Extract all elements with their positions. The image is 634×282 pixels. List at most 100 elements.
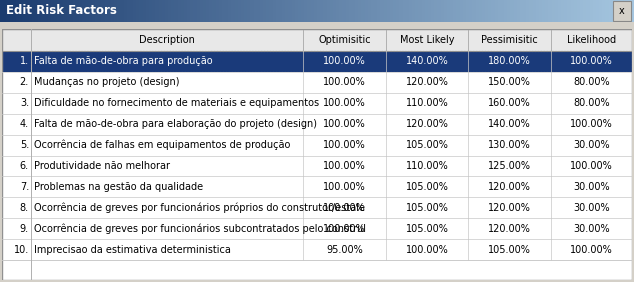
Text: 10.: 10. [14, 244, 29, 255]
Text: Most Likely: Most Likely [399, 35, 454, 45]
Bar [2, 197, 632, 218]
Text: 110.00%: 110.00% [406, 98, 448, 108]
Bar [0, 0, 4, 22]
Bar [288, 0, 293, 22]
Bar [101, 0, 106, 22]
Bar [35, 0, 39, 22]
Bar [133, 0, 138, 22]
Bar [431, 0, 436, 22]
Text: 125.00%: 125.00% [488, 161, 531, 171]
Text: 4.: 4. [20, 119, 29, 129]
Bar [231, 0, 236, 22]
Bar [279, 0, 283, 22]
Text: 100.00%: 100.00% [323, 182, 366, 192]
Text: 160.00%: 160.00% [488, 98, 531, 108]
Bar [244, 0, 249, 22]
Bar [355, 0, 359, 22]
Bar [418, 0, 423, 22]
Bar [158, 0, 163, 22]
Bar [143, 0, 147, 22]
Bar [19, 0, 23, 22]
Bar [82, 0, 87, 22]
Text: 2.: 2. [20, 77, 29, 87]
Text: 100.00%: 100.00% [323, 56, 366, 67]
Bar [307, 0, 312, 22]
Text: 105.00%: 105.00% [406, 203, 448, 213]
Bar [574, 0, 578, 22]
Bar [273, 0, 277, 22]
Bar [618, 0, 623, 22]
Bar [155, 0, 160, 22]
Bar [269, 0, 274, 22]
Text: 100.00%: 100.00% [570, 56, 612, 67]
Bar [254, 0, 258, 22]
Bar [409, 0, 413, 22]
Text: 7.: 7. [20, 182, 29, 192]
Bar [488, 0, 493, 22]
Bar [491, 0, 496, 22]
Text: 30.00%: 30.00% [573, 203, 610, 213]
Text: 80.00%: 80.00% [573, 98, 610, 108]
Bar [301, 0, 306, 22]
Text: Edit Risk Factors: Edit Risk Factors [6, 5, 117, 17]
Bar [613, 1, 631, 21]
Bar [2, 114, 632, 135]
Bar [609, 0, 613, 22]
Bar [2, 177, 632, 197]
Bar [393, 0, 398, 22]
Text: Optimisitic: Optimisitic [318, 35, 371, 45]
Bar [586, 0, 591, 22]
Bar [482, 0, 486, 22]
Bar [434, 0, 439, 22]
Bar [60, 0, 65, 22]
Text: 100.00%: 100.00% [570, 119, 612, 129]
Bar [181, 0, 185, 22]
Text: 120.00%: 120.00% [406, 77, 448, 87]
Bar [152, 0, 157, 22]
Bar [197, 0, 201, 22]
Bar [2, 218, 632, 239]
Bar [317, 0, 321, 22]
Bar [41, 0, 46, 22]
Bar [298, 0, 302, 22]
Text: 105.00%: 105.00% [406, 224, 448, 234]
Bar [216, 0, 220, 22]
Bar [580, 0, 585, 22]
Bar [250, 0, 255, 22]
Bar [92, 0, 96, 22]
Bar [162, 0, 166, 22]
Bar [200, 0, 204, 22]
Text: Falta de mão-de-obra para elaboração do projeto (design): Falta de mão-de-obra para elaboração do … [34, 119, 317, 129]
Text: 120.00%: 120.00% [488, 224, 531, 234]
Bar [396, 0, 401, 22]
Bar [564, 0, 569, 22]
Bar [31, 51, 632, 72]
Bar [38, 0, 42, 22]
Text: 30.00%: 30.00% [573, 224, 610, 234]
Bar [384, 0, 388, 22]
Bar [95, 0, 100, 22]
Bar [222, 0, 226, 22]
Text: 100.00%: 100.00% [323, 203, 366, 213]
Text: 100.00%: 100.00% [406, 244, 448, 255]
Bar [590, 0, 594, 22]
Text: Likelihood: Likelihood [567, 35, 616, 45]
Text: Pessimisitic: Pessimisitic [481, 35, 538, 45]
Bar [596, 0, 600, 22]
Text: 140.00%: 140.00% [406, 56, 448, 67]
Text: Description: Description [139, 35, 195, 45]
Bar [342, 0, 347, 22]
Bar [187, 0, 191, 22]
Bar [507, 0, 512, 22]
Bar [406, 0, 410, 22]
Text: Imprecisao da estimativa deterministica: Imprecisao da estimativa deterministica [34, 244, 231, 255]
Bar [203, 0, 207, 22]
Bar [323, 0, 328, 22]
Bar [57, 0, 61, 22]
Bar [263, 0, 268, 22]
Bar [469, 0, 474, 22]
Bar [327, 0, 331, 22]
Bar [295, 0, 299, 22]
Text: 120.00%: 120.00% [406, 119, 448, 129]
Bar [352, 0, 356, 22]
